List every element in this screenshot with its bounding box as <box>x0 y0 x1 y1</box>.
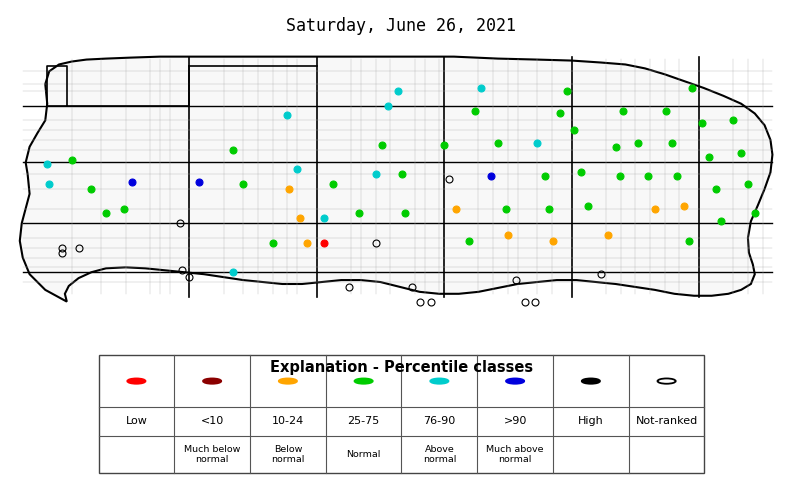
Text: Much above
normal: Much above normal <box>486 445 543 464</box>
Text: Not-ranked: Not-ranked <box>634 416 697 427</box>
Text: Much below
normal: Much below normal <box>184 445 240 464</box>
Ellipse shape <box>505 378 524 384</box>
Ellipse shape <box>203 378 221 384</box>
Ellipse shape <box>278 378 297 384</box>
Text: 25-75: 25-75 <box>347 416 379 427</box>
Ellipse shape <box>657 378 674 384</box>
Text: Below
normal: Below normal <box>271 445 304 464</box>
Ellipse shape <box>354 378 372 384</box>
Text: Normal: Normal <box>346 450 380 459</box>
Text: 76-90: 76-90 <box>423 416 455 427</box>
Text: Low: Low <box>125 416 147 427</box>
Polygon shape <box>20 57 772 302</box>
Text: Above
normal: Above normal <box>422 445 456 464</box>
Ellipse shape <box>430 378 448 384</box>
Text: High: High <box>577 416 603 427</box>
Ellipse shape <box>581 378 599 384</box>
Text: Saturday, June 26, 2021: Saturday, June 26, 2021 <box>286 17 516 35</box>
Text: <10: <10 <box>200 416 224 427</box>
Ellipse shape <box>128 378 145 384</box>
Text: >90: >90 <box>503 416 526 427</box>
Text: 10-24: 10-24 <box>271 416 304 427</box>
Text: Explanation - Percentile classes: Explanation - Percentile classes <box>269 360 533 375</box>
FancyBboxPatch shape <box>99 355 703 473</box>
